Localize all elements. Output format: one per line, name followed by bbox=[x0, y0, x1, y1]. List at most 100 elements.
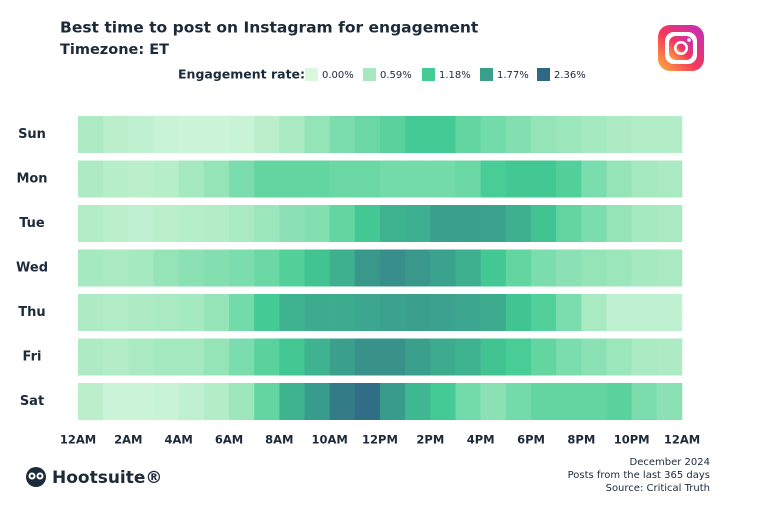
heat-cell bbox=[455, 249, 481, 287]
x-tick-label: 10PM bbox=[614, 433, 650, 447]
heat-cell bbox=[531, 160, 557, 198]
heat-cell bbox=[78, 160, 104, 198]
heat-cell bbox=[631, 160, 658, 198]
heat-cell bbox=[279, 338, 305, 376]
legend-label: 0.00% bbox=[322, 70, 354, 81]
heat-cell bbox=[229, 383, 255, 420]
heat-cell bbox=[480, 116, 507, 153]
heat-cell bbox=[480, 294, 507, 331]
heat-cell bbox=[279, 205, 305, 242]
heat-cell bbox=[203, 205, 230, 242]
heat-cell bbox=[354, 116, 381, 153]
heat-cell bbox=[229, 338, 255, 376]
heat-cell bbox=[153, 160, 179, 198]
heat-cell bbox=[430, 383, 456, 420]
heat-cell bbox=[254, 294, 280, 331]
heat-cell bbox=[380, 160, 406, 198]
heat-cell bbox=[380, 383, 406, 420]
heat-cell bbox=[631, 294, 658, 331]
heat-cell bbox=[556, 205, 582, 242]
chart-subtitle: Timezone: ET bbox=[60, 42, 169, 58]
heat-cell bbox=[254, 338, 280, 376]
heat-cell bbox=[606, 338, 632, 376]
heat-cell bbox=[455, 383, 481, 420]
heat-cell bbox=[203, 383, 230, 420]
heat-cell bbox=[128, 116, 154, 153]
heat-cell bbox=[380, 338, 406, 376]
heat-cell bbox=[480, 205, 507, 242]
x-tick-label: 2AM bbox=[114, 433, 142, 447]
heat-cell bbox=[304, 116, 330, 153]
heat-cell bbox=[329, 294, 356, 331]
heat-cell bbox=[279, 116, 305, 153]
heat-cell bbox=[153, 249, 179, 287]
heat-cell bbox=[380, 116, 406, 153]
heat-cell bbox=[581, 294, 607, 331]
heat-cell bbox=[178, 116, 205, 153]
heat-cell bbox=[631, 383, 658, 420]
heat-cell bbox=[531, 383, 557, 420]
heat-cell bbox=[304, 338, 330, 376]
heat-cell bbox=[656, 294, 683, 331]
heat-cell bbox=[229, 160, 255, 198]
heat-cell bbox=[430, 294, 456, 331]
heat-cell bbox=[279, 294, 305, 331]
heat-cell bbox=[203, 116, 230, 153]
heat-cell bbox=[531, 116, 557, 153]
heat-cell bbox=[556, 116, 582, 153]
heat-cell bbox=[103, 294, 129, 331]
heat-cell bbox=[581, 116, 607, 153]
heat-cell bbox=[405, 116, 431, 153]
legend-swatch bbox=[305, 68, 318, 81]
heat-cell bbox=[405, 205, 431, 242]
instagram-logo bbox=[658, 25, 704, 71]
x-tick-label: 6PM bbox=[517, 433, 545, 447]
heat-cell bbox=[128, 249, 154, 287]
footer-note: Posts from the last 365 days bbox=[568, 470, 710, 481]
heat-cell bbox=[229, 116, 255, 153]
heat-cell bbox=[229, 205, 255, 242]
heat-cell bbox=[531, 205, 557, 242]
heat-cell bbox=[581, 383, 607, 420]
brand: Hootsuite® bbox=[52, 468, 162, 488]
heat-cell bbox=[606, 294, 632, 331]
legend-label: 0.59% bbox=[380, 70, 412, 81]
heat-cell bbox=[531, 294, 557, 331]
x-tick-label: 2PM bbox=[416, 433, 444, 447]
heat-cell bbox=[128, 205, 154, 242]
heat-cell bbox=[380, 205, 406, 242]
heat-cell bbox=[656, 338, 683, 376]
heat-cell bbox=[354, 205, 381, 242]
heat-cell bbox=[153, 116, 179, 153]
heat-cell bbox=[631, 205, 658, 242]
heat-cell bbox=[354, 294, 381, 331]
heat-cell bbox=[329, 160, 356, 198]
heat-cell bbox=[656, 205, 683, 242]
x-tick-label: 12PM bbox=[362, 433, 398, 447]
heat-cell bbox=[153, 205, 179, 242]
heat-cell bbox=[631, 116, 658, 153]
heat-cell bbox=[254, 116, 280, 153]
heat-cell bbox=[505, 116, 532, 153]
legend-swatch bbox=[537, 68, 550, 81]
heat-cell bbox=[178, 205, 205, 242]
heat-cell bbox=[229, 294, 255, 331]
y-tick-label: Sun bbox=[18, 127, 46, 142]
heat-cell bbox=[304, 294, 330, 331]
legend-label: 2.36% bbox=[554, 70, 586, 81]
heat-cell bbox=[178, 249, 205, 287]
heat-cell bbox=[405, 338, 431, 376]
heat-cell bbox=[354, 160, 381, 198]
heat-cell bbox=[581, 338, 607, 376]
heat-cell bbox=[631, 249, 658, 287]
heat-cell bbox=[354, 249, 381, 287]
heat-cell bbox=[405, 249, 431, 287]
heat-cell bbox=[128, 160, 154, 198]
heat-cell bbox=[606, 116, 632, 153]
heat-cell bbox=[455, 205, 481, 242]
heat-cell bbox=[480, 249, 507, 287]
footer-source: Source: Critical Truth bbox=[606, 483, 710, 494]
x-tick-label: 8PM bbox=[567, 433, 595, 447]
y-tick-label: Fri bbox=[23, 350, 42, 365]
